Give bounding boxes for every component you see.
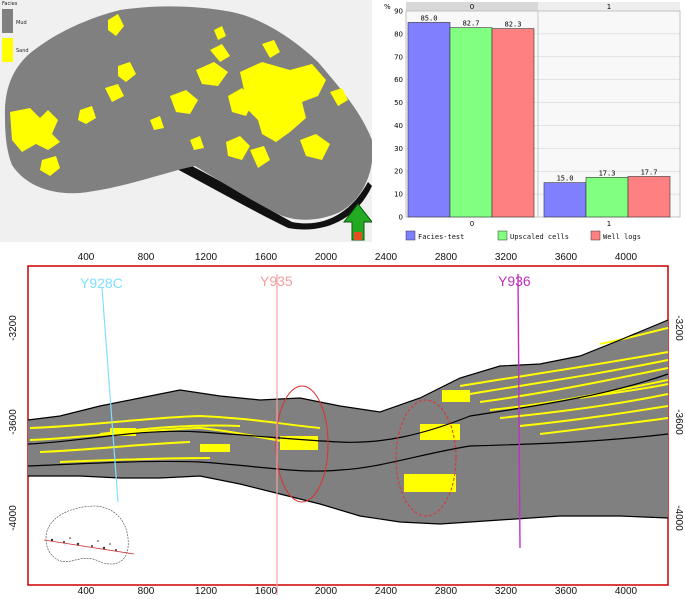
top-x-tick: 1200 <box>195 252 218 263</box>
legend-mud-swatch <box>2 9 13 33</box>
chart-top-label-0: 0 <box>470 3 474 11</box>
top-x-tick: 3600 <box>555 252 578 263</box>
left-y-tick: -3200 <box>8 315 19 341</box>
chart-header-cat-0 <box>406 2 538 11</box>
top-x-tick: 3200 <box>495 252 518 263</box>
legend-label-upscaled-cells: Upscaled cells <box>510 233 569 241</box>
bottom-x-tick: 4000 <box>615 586 638 595</box>
chart-value-label: 17.7 <box>641 168 658 176</box>
chart-bar <box>543 182 587 218</box>
cross-section-panel: 400 800 1200 1600 2000 2400 2800 3200 36… <box>0 248 685 597</box>
bottom-x-axis: 400 800 1200 1600 2000 2400 2800 3200 36… <box>78 586 638 597</box>
legend-swatch-upscaled-cells <box>497 230 508 241</box>
bottom-x-tick: 2800 <box>435 586 458 595</box>
chart-value-label: 82.3 <box>505 21 522 29</box>
chart-legend: Facies-test Upscaled cells Well logs <box>405 230 641 241</box>
chart-bar <box>491 28 535 218</box>
chart-y-tick-label: 40 <box>394 122 403 130</box>
chart-bar <box>585 177 629 218</box>
right-y-tick: -3200 <box>673 315 684 341</box>
chart-top-label-1: 1 <box>607 3 611 11</box>
legend-title: Facies <box>2 1 18 7</box>
chart-y-axis: 0 10 20 30 40 50 60 70 80 90 <box>394 8 403 222</box>
legend-sand-swatch <box>2 38 13 62</box>
top-x-tick: 1600 <box>255 252 278 263</box>
chart-y-tick-label: 80 <box>394 30 403 38</box>
well-label-y928c: Y928C <box>80 275 123 291</box>
bottom-x-tick: 1200 <box>195 586 218 595</box>
top-x-tick: 2400 <box>375 252 398 263</box>
legend-label-well-logs: Well logs <box>603 233 641 241</box>
bottom-x-tick: 2000 <box>315 586 338 595</box>
legend-label-facies-test: Facies-test <box>418 233 464 241</box>
chart-y-tick-label: 0 <box>399 214 403 222</box>
chart-bar <box>407 22 451 218</box>
section-horizons <box>27 319 669 525</box>
chart-y-tick-label: 20 <box>394 168 403 176</box>
well-label-y935: Y935 <box>260 273 293 289</box>
highlight-ellipse-middle <box>395 399 457 517</box>
chart-bar <box>449 27 493 218</box>
legend-mud-label: Mud <box>16 20 27 26</box>
facies-map-panel: Facies Mud Sand <box>0 0 374 242</box>
map-sand-patches <box>10 14 348 176</box>
top-x-tick: 2800 <box>435 252 458 263</box>
top-x-tick: 400 <box>78 252 95 263</box>
chart-value-label: 15.0 <box>557 175 574 183</box>
left-y-tick: -3600 <box>8 409 19 435</box>
chart-y-tick-label: 70 <box>394 53 403 61</box>
chart-value-label: 85.0 <box>421 14 438 22</box>
right-y-tick: -4000 <box>673 505 684 531</box>
bottom-x-tick: 1600 <box>255 586 278 595</box>
well-y935: Y935 <box>260 273 293 595</box>
legend-swatch-facies-test <box>405 230 416 241</box>
left-y-axis: -3200 -3600 -4000 <box>8 315 19 531</box>
chart-bar <box>627 176 671 218</box>
right-y-tick: -3600 <box>673 409 684 435</box>
bottom-x-tick: 800 <box>138 586 155 595</box>
facies-map: Facies Mud Sand <box>2 1 374 241</box>
chart-y-tick-label: 50 <box>394 99 403 107</box>
well-y936: Y936 <box>498 273 531 549</box>
legend-swatch-well-logs <box>590 230 601 241</box>
north-arrow-icon <box>342 203 374 241</box>
inset-location-map <box>43 505 135 565</box>
chart-header-cat-1 <box>538 2 680 11</box>
right-y-axis: -3200 -3600 -4000 <box>673 315 684 531</box>
top-x-tick: 800 <box>138 252 155 263</box>
cross-section-view: 400 800 1200 1600 2000 2400 2800 3200 36… <box>8 252 684 597</box>
chart-value-label: 17.3 <box>599 169 616 177</box>
legend-sand-label: Sand <box>16 48 29 54</box>
chart-y-tick-label: 30 <box>394 145 403 153</box>
left-y-tick: -4000 <box>8 505 19 531</box>
bottom-x-tick: 400 <box>78 586 95 595</box>
well-y928c: Y928C <box>80 275 123 503</box>
chart-y-tick-label: 90 <box>394 8 403 16</box>
bottom-x-tick: 2400 <box>375 586 398 595</box>
facies-proportion-chart-panel: 0 1 % 0 10 20 30 40 50 60 70 80 90 85.0 15.0 82.7 17… <box>378 0 685 246</box>
well-label-y936: Y936 <box>498 273 531 289</box>
chart-y-tick-label: 10 <box>394 191 403 199</box>
section-mud-body <box>28 320 668 524</box>
section-sand-layers <box>29 327 669 463</box>
chart-y-unit: % <box>384 3 391 11</box>
bottom-x-tick: 3600 <box>555 586 578 595</box>
chart-value-label: 82.7 <box>463 20 480 28</box>
highlight-ellipse-y935 <box>275 385 329 503</box>
chart-bars <box>407 22 671 218</box>
map-shadow-edge <box>175 160 372 230</box>
bottom-x-tick: 3200 <box>495 586 518 595</box>
top-x-tick: 4000 <box>615 252 638 263</box>
chart-category-label-0: 0 <box>470 220 474 228</box>
chart-category-label-1: 1 <box>607 220 611 228</box>
top-x-axis: 400 800 1200 1600 2000 2400 2800 3200 36… <box>78 252 638 263</box>
chart-value-labels: 85.0 15.0 82.7 17.3 82.3 17.7 <box>421 14 658 182</box>
chart-y-tick-label: 60 <box>394 76 403 84</box>
top-x-tick: 2000 <box>315 252 338 263</box>
